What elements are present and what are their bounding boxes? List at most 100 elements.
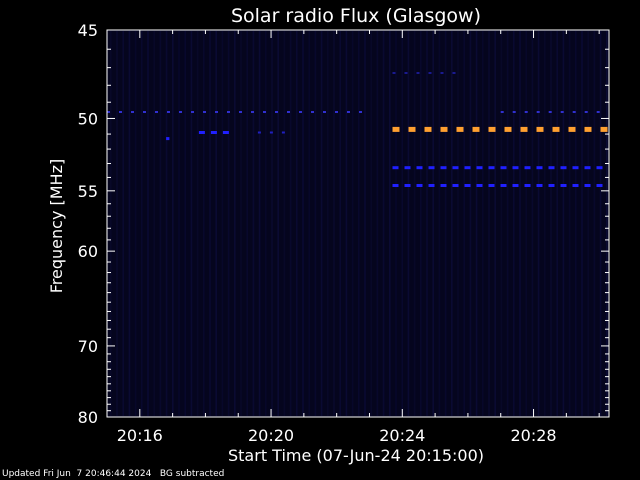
time-column bbox=[581, 31, 583, 416]
y-tick-label: 50 bbox=[78, 109, 98, 128]
emission-band-segment bbox=[215, 111, 218, 113]
emission-band-segment bbox=[488, 184, 495, 187]
emission-band-segment bbox=[584, 126, 592, 132]
emission-band-segment bbox=[524, 184, 531, 187]
time-column bbox=[587, 31, 589, 416]
emission-band-segment bbox=[198, 131, 205, 134]
emission-band-segment bbox=[404, 72, 408, 74]
emission-band-segment bbox=[287, 111, 290, 113]
time-column bbox=[165, 31, 168, 416]
y-tick-label: 70 bbox=[78, 337, 98, 356]
time-column bbox=[544, 31, 546, 416]
time-column bbox=[562, 31, 565, 416]
emission-band-segment bbox=[524, 111, 528, 113]
emission-band-segment bbox=[596, 166, 603, 170]
time-column bbox=[122, 31, 124, 416]
time-column bbox=[506, 31, 509, 416]
emission-band-segment bbox=[227, 111, 230, 113]
time-column bbox=[240, 31, 242, 416]
time-column bbox=[575, 31, 577, 416]
time-column bbox=[296, 31, 298, 416]
time-column bbox=[234, 31, 236, 416]
emission-band-segment bbox=[504, 126, 512, 132]
time-column bbox=[556, 31, 558, 416]
emission-band-segment bbox=[179, 111, 182, 113]
emission-band-segment bbox=[536, 111, 540, 113]
time-column bbox=[451, 31, 453, 416]
y-axis-label: Frequency [MHz] bbox=[47, 159, 66, 293]
emission-band-segment bbox=[472, 126, 480, 132]
updated-timestamp: Updated Fri Jun 7 20:46:44 2024 bbox=[2, 469, 152, 479]
emission-band-segment bbox=[548, 111, 552, 113]
emission-band-segment bbox=[119, 111, 122, 113]
time-column bbox=[407, 31, 410, 416]
time-column bbox=[308, 31, 310, 416]
chart-title: Solar radio Flux (Glasgow) bbox=[231, 5, 481, 27]
emission-band-segment bbox=[440, 126, 448, 132]
emission-band-segment bbox=[512, 184, 519, 187]
plot-frame bbox=[106, 29, 610, 418]
time-column bbox=[178, 31, 180, 416]
time-column bbox=[395, 31, 397, 416]
time-column bbox=[221, 31, 224, 416]
time-column bbox=[184, 31, 186, 416]
time-column bbox=[488, 31, 490, 416]
emission-bands bbox=[107, 72, 608, 187]
emission-band-segment bbox=[452, 184, 459, 187]
emission-band-segment bbox=[222, 131, 229, 134]
time-column bbox=[110, 31, 112, 416]
emission-band-segment bbox=[572, 166, 579, 170]
emission-band-segment bbox=[210, 131, 217, 134]
time-column bbox=[345, 31, 348, 416]
emission-band-segment bbox=[596, 111, 600, 113]
time-column bbox=[141, 31, 143, 416]
time-column bbox=[190, 31, 193, 416]
time-column bbox=[537, 31, 540, 416]
emission-band-segment bbox=[560, 111, 564, 113]
time-column bbox=[550, 31, 552, 416]
x-tick-label: 20:20 bbox=[248, 426, 294, 445]
time-column bbox=[147, 31, 149, 416]
emission-band-segment bbox=[584, 166, 591, 170]
time-column bbox=[333, 31, 335, 416]
time-column bbox=[128, 31, 131, 416]
bg-subtracted-note: BG subtracted bbox=[159, 469, 225, 479]
emission-band-segment bbox=[281, 131, 285, 134]
emission-band-segment bbox=[428, 72, 432, 74]
time-column bbox=[215, 31, 217, 416]
emission-band-segment bbox=[269, 131, 273, 134]
time-column bbox=[314, 31, 317, 416]
emission-band-segment bbox=[560, 184, 567, 187]
emission-band-segment bbox=[155, 111, 158, 113]
emission-band-segment bbox=[500, 184, 507, 187]
emission-band-segment bbox=[392, 72, 396, 74]
emission-band-segment bbox=[428, 166, 435, 170]
emission-band-segment bbox=[560, 166, 567, 170]
time-column bbox=[227, 31, 230, 416]
time-column bbox=[401, 31, 403, 416]
time-column bbox=[320, 31, 323, 416]
emission-band-segment bbox=[520, 126, 528, 132]
time-column bbox=[475, 31, 478, 416]
emission-band-segment bbox=[323, 111, 326, 113]
time-column bbox=[531, 31, 534, 416]
time-column bbox=[389, 31, 391, 416]
emission-band-segment bbox=[452, 166, 459, 170]
time-column bbox=[209, 31, 211, 416]
emission-band-segment bbox=[263, 111, 266, 113]
time-column bbox=[289, 31, 292, 416]
time-column bbox=[364, 31, 366, 416]
time-column bbox=[513, 31, 515, 416]
time-column bbox=[525, 31, 527, 416]
time-column bbox=[116, 31, 118, 416]
time-column bbox=[420, 31, 422, 416]
time-column bbox=[203, 31, 205, 416]
time-column bbox=[457, 31, 459, 416]
emission-band-segment bbox=[584, 184, 591, 187]
emission-band-segment bbox=[107, 111, 110, 113]
emission-band-segment bbox=[311, 111, 314, 113]
emission-band-segment bbox=[440, 72, 444, 74]
emission-band-segment bbox=[596, 184, 603, 187]
emission-band-segment bbox=[488, 126, 496, 132]
